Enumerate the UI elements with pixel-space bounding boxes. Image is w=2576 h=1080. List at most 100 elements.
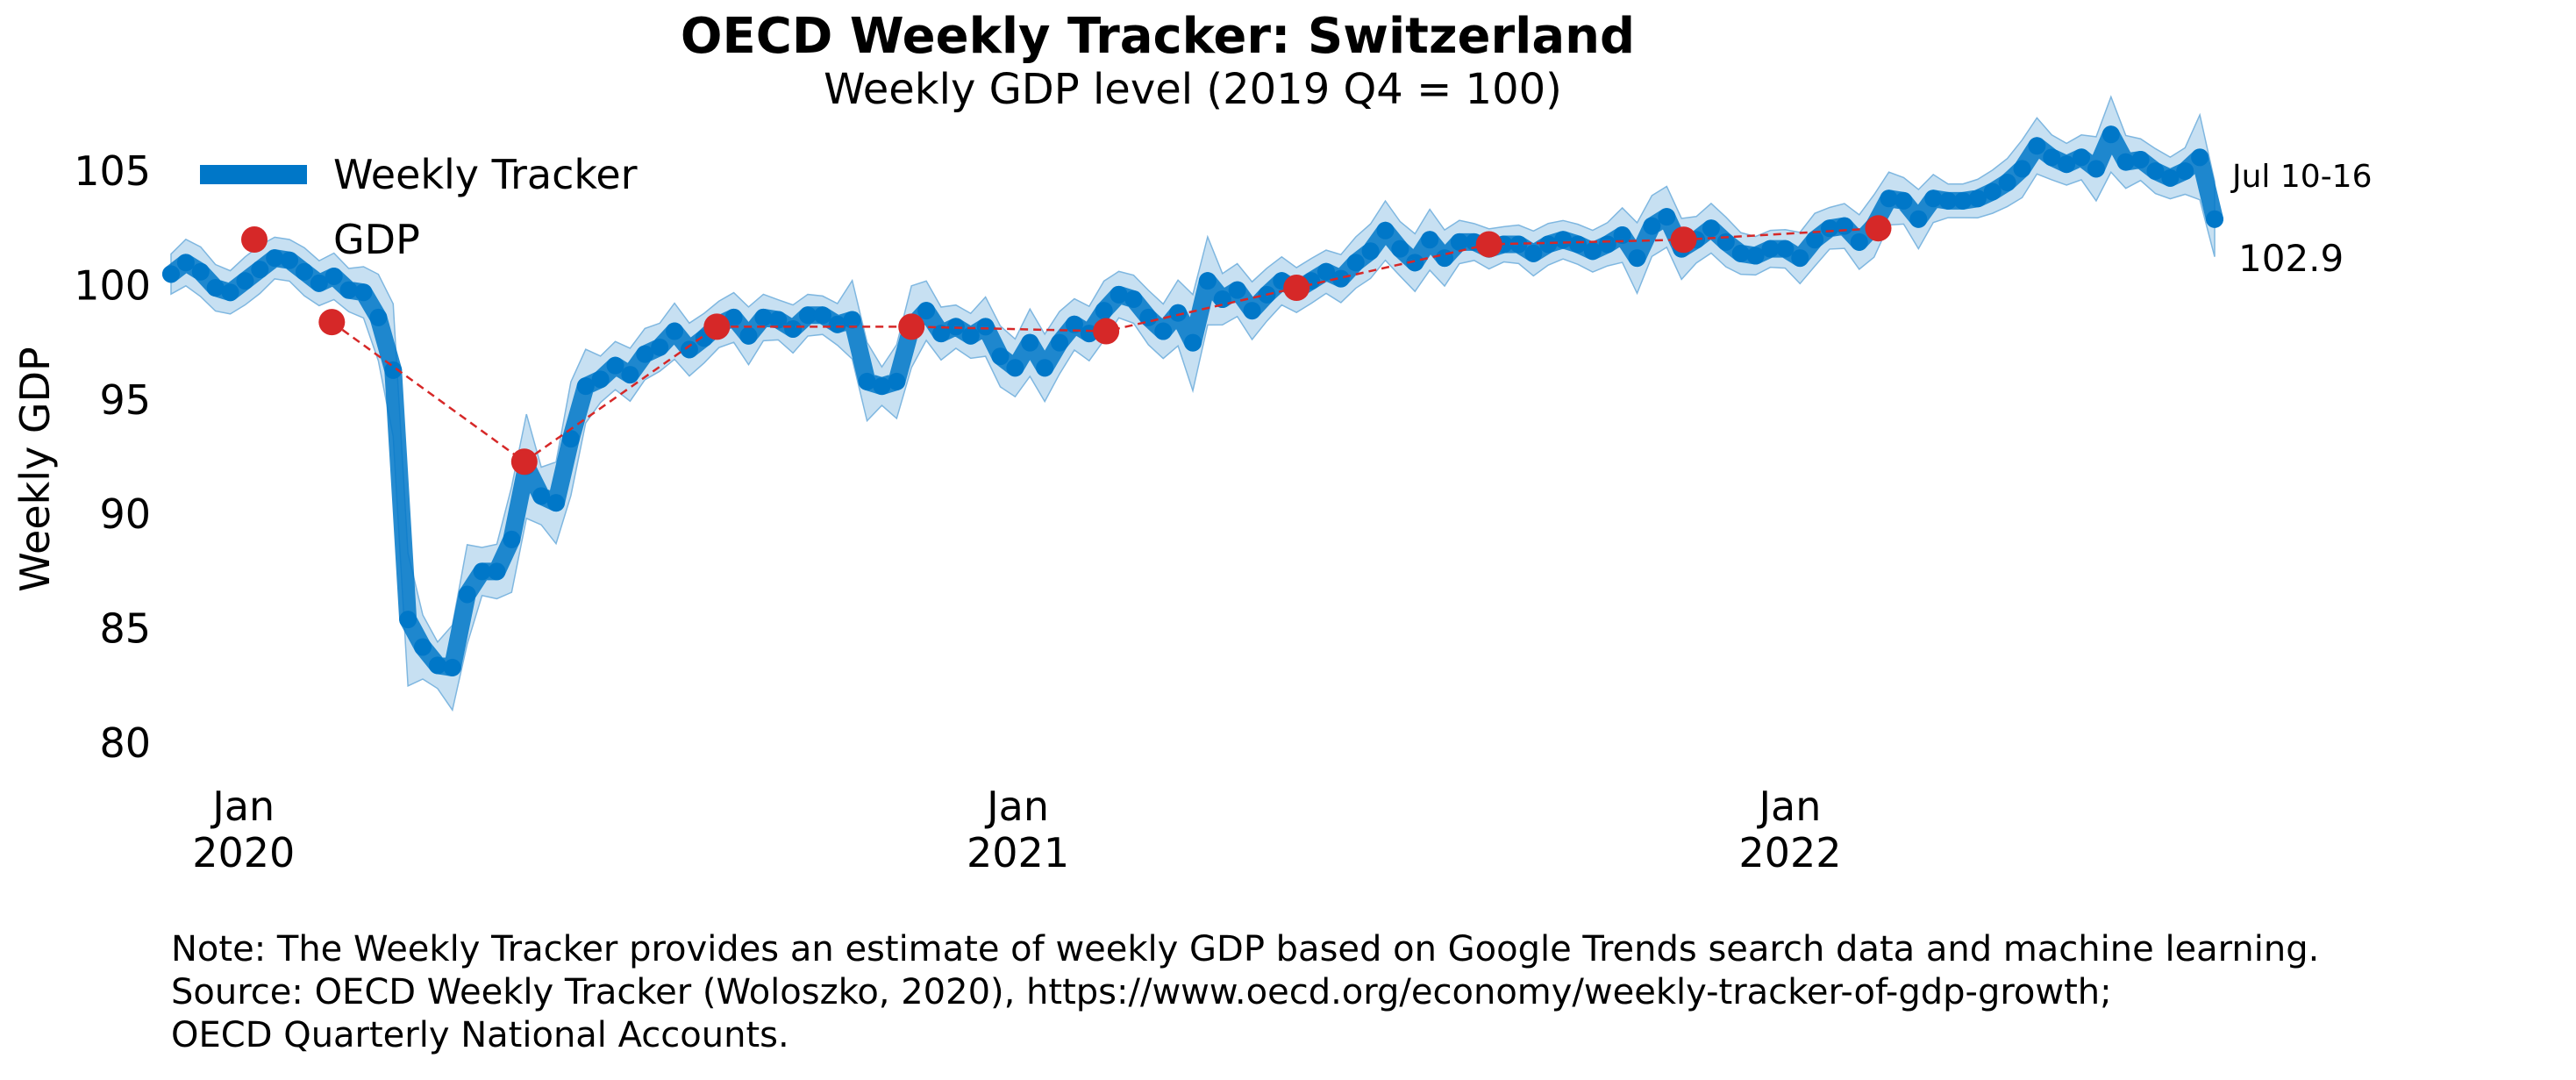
weekly-tracker-point: [1731, 244, 1750, 262]
gdp-point: [1283, 275, 1310, 302]
weekly-tracker-point: [931, 325, 950, 343]
weekly-tracker-point: [266, 249, 284, 268]
weekly-tracker-point: [991, 347, 1010, 366]
y-tick-label: 100: [74, 261, 151, 309]
weekly-tracker-point: [888, 372, 906, 390]
weekly-tracker-point: [191, 262, 210, 281]
weekly-tracker-point: [1006, 359, 1024, 377]
gdp-point: [510, 448, 538, 476]
weekly-tracker-point: [414, 638, 432, 656]
weekly-tracker-point: [1421, 231, 1439, 249]
legend-tracker-label: Weekly Tracker: [333, 151, 638, 198]
y-tick-labels: 80 85 90 95 100 105: [74, 147, 151, 767]
weekly-tracker-point: [1213, 290, 1231, 309]
weekly-tracker-point: [532, 487, 551, 505]
weekly-tracker-point: [1554, 231, 1573, 249]
weekly-tracker-point: [636, 345, 654, 363]
weekly-tracker-point: [828, 315, 846, 333]
weekly-tracker-point: [843, 311, 861, 329]
weekly-tracker-point: [591, 370, 610, 389]
weekly-tracker-point: [1835, 217, 1853, 235]
weekly-tracker-point: [443, 658, 461, 676]
weekly-tracker-point: [2116, 153, 2135, 171]
weekly-tracker-point: [1776, 240, 1795, 258]
x-tick-label: Jan: [210, 783, 275, 830]
weekly-tracker-point: [310, 274, 328, 292]
gdp-point: [1670, 226, 1697, 254]
weekly-tracker-point: [295, 262, 313, 281]
gdp-point: [1093, 318, 1120, 345]
weekly-tracker-point: [2087, 160, 2105, 178]
weekly-tracker-point: [399, 611, 417, 629]
weekly-tracker-point: [162, 265, 180, 283]
weekly-tracker-point: [1346, 254, 1365, 272]
weekly-tracker-point: [1806, 231, 1824, 249]
weekly-tracker-point: [1361, 242, 1380, 261]
weekly-tracker-layer: [162, 125, 2223, 676]
weekly-tracker-point: [236, 272, 254, 290]
weekly-tracker-point: [1716, 232, 1735, 251]
weekly-tracker-point: [1924, 190, 1943, 208]
weekly-tracker-point: [1169, 304, 1188, 322]
weekly-tracker-point: [325, 267, 343, 285]
weekly-tracker-point: [1568, 235, 1587, 254]
weekly-tracker-point: [666, 322, 684, 340]
weekly-tracker-point: [176, 254, 195, 272]
weekly-tracker-point: [754, 308, 773, 326]
last-week-annotation: Jul 10-16: [2230, 159, 2373, 195]
weekly-tracker-point: [858, 372, 876, 390]
weekly-tracker-point: [724, 308, 743, 326]
weekly-tracker-point: [1376, 221, 1395, 240]
footnote-source-line-2: OECD Quarterly National Accounts.: [171, 1015, 789, 1055]
weekly-tracker-point: [2058, 155, 2076, 174]
weekly-tracker-point: [206, 279, 225, 297]
weekly-tracker-point: [1702, 219, 1720, 238]
weekly-tracker-point: [1628, 249, 1646, 268]
weekly-tracker-point: [769, 311, 788, 329]
weekly-tracker-point: [1895, 191, 1913, 210]
weekly-tracker-point: [1051, 333, 1069, 352]
weekly-tracker-point: [1406, 254, 1424, 272]
weekly-tracker-point: [1331, 269, 1350, 288]
weekly-tracker-point: [1953, 191, 1972, 210]
last-value-annotation: 102.9: [2238, 237, 2344, 280]
y-tick-label: 85: [99, 605, 151, 653]
x-tick-label: Jan: [1756, 783, 1821, 830]
weekly-tracker-point: [473, 562, 491, 581]
y-tick-label: 105: [74, 147, 151, 195]
weekly-tracker-point: [680, 340, 698, 359]
weekly-tracker-point: [488, 562, 506, 581]
weekly-tracker-point: [1036, 359, 1054, 377]
weekly-tracker-point: [799, 306, 817, 325]
gdp-point: [1475, 231, 1502, 258]
weekly-tracker-point: [1821, 219, 1839, 238]
weekly-tracker-point: [621, 366, 639, 384]
weekly-tracker-point: [651, 338, 669, 356]
weekly-tracker-point: [1450, 232, 1468, 251]
weekly-tracker-point: [221, 283, 239, 302]
weekly-tracker-point: [1391, 240, 1409, 258]
legend-gdp-swatch: [241, 226, 268, 253]
weekly-tracker-point: [1198, 272, 1217, 290]
weekly-tracker-point: [1658, 208, 1676, 226]
weekly-tracker-point: [1228, 281, 1246, 299]
weekly-tracker-point: [561, 430, 580, 448]
weekly-tracker-point: [873, 377, 891, 396]
weekly-tracker-point: [546, 494, 565, 512]
weekly-tracker-point: [1184, 333, 1202, 352]
weekly-tracker-point: [428, 656, 446, 675]
footnote: Note: The Weekly Tracker provides an est…: [171, 928, 2565, 1057]
weekly-tracker-point: [2176, 162, 2194, 180]
weekly-tracker-point: [784, 319, 803, 338]
weekly-tracker-point: [1791, 249, 1809, 268]
weekly-tracker-point: [813, 306, 831, 325]
weekly-tracker-point: [503, 530, 521, 548]
weekly-tracker-point: [1509, 235, 1528, 254]
weekly-tracker-point: [1643, 217, 1661, 235]
y-axis-label: Weekly GDP: [11, 347, 59, 591]
weekly-tracker-point: [917, 302, 936, 320]
weekly-tracker-point: [2013, 160, 2031, 178]
weekly-tracker-point: [2073, 148, 2091, 167]
weekly-tracker-point: [2191, 148, 2209, 167]
